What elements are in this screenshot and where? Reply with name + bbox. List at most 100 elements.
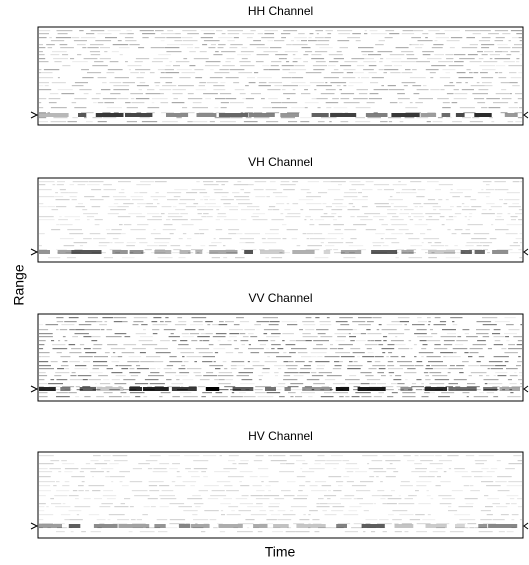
texture-streak xyxy=(130,98,135,100)
texture-streak xyxy=(202,340,210,342)
texture-streak xyxy=(517,98,522,100)
texture-band xyxy=(178,524,191,528)
texture-streak xyxy=(248,344,251,346)
texture-streak xyxy=(39,495,46,497)
texture-streak xyxy=(423,85,427,87)
texture-streak xyxy=(506,324,514,326)
texture-streak xyxy=(181,386,184,388)
texture-streak xyxy=(125,61,128,63)
texture-streak xyxy=(414,206,418,208)
texture-streak xyxy=(56,206,67,208)
texture-streak xyxy=(349,252,355,254)
texture-streak xyxy=(145,206,157,208)
texture-streak xyxy=(214,352,219,354)
texture-streak xyxy=(456,72,466,74)
texture-streak xyxy=(292,89,296,91)
texture-streak xyxy=(160,321,164,323)
texture-streak xyxy=(151,102,155,104)
texture-streak xyxy=(119,54,123,56)
texture-streak xyxy=(109,82,122,84)
texture-streak xyxy=(209,77,223,79)
texture-streak xyxy=(39,203,44,205)
texture-streak xyxy=(168,336,180,338)
texture-streak xyxy=(178,321,187,323)
texture-band xyxy=(361,524,385,528)
texture-streak xyxy=(500,514,509,516)
texture-streak xyxy=(166,365,174,367)
texture-streak xyxy=(417,40,433,42)
texture-streak xyxy=(284,209,291,211)
texture-streak xyxy=(448,468,452,470)
texture-streak xyxy=(208,245,217,247)
texture-streak xyxy=(467,219,470,221)
texture-streak xyxy=(270,460,287,462)
texture-streak xyxy=(250,514,267,516)
texture-streak xyxy=(266,112,280,114)
texture-streak xyxy=(125,102,131,104)
texture-streak xyxy=(261,372,270,374)
texture-streak xyxy=(54,495,68,497)
texture-streak xyxy=(357,192,362,194)
texture-streak xyxy=(391,233,403,235)
texture-streak xyxy=(449,531,464,533)
texture-streak xyxy=(292,44,308,46)
texture-streak xyxy=(268,249,283,251)
texture-streak xyxy=(220,107,227,109)
texture-streak xyxy=(427,112,436,114)
texture-streak xyxy=(411,386,424,388)
texture-streak xyxy=(370,340,374,342)
texture-streak xyxy=(427,199,436,201)
texture-streak xyxy=(417,189,426,191)
texture-streak xyxy=(287,213,301,215)
texture-streak xyxy=(119,471,130,473)
texture-streak xyxy=(386,58,402,60)
texture-streak xyxy=(137,203,146,205)
texture-streak xyxy=(306,233,314,235)
texture-streak xyxy=(463,206,470,208)
texture-streak xyxy=(195,375,202,377)
texture-streak xyxy=(501,386,509,388)
texture-streak xyxy=(382,455,396,457)
texture-streak xyxy=(446,93,454,95)
texture-streak xyxy=(374,203,389,205)
texture-streak xyxy=(216,181,229,183)
texture-streak xyxy=(245,85,249,87)
texture-streak xyxy=(343,257,356,259)
texture-streak xyxy=(308,37,312,39)
texture-streak xyxy=(271,107,288,109)
texture-streak xyxy=(39,216,54,218)
texture-streak xyxy=(309,485,318,487)
texture-streak xyxy=(349,181,361,183)
texture-streak xyxy=(151,321,158,323)
texture-streak xyxy=(185,245,192,247)
texture-streak xyxy=(270,321,280,323)
texture-streak xyxy=(272,192,283,194)
texture-streak xyxy=(200,30,215,32)
texture-band xyxy=(273,524,289,528)
texture-streak xyxy=(292,181,299,183)
texture-streak xyxy=(144,379,159,381)
texture-streak xyxy=(422,33,429,35)
texture-streak xyxy=(413,203,422,205)
texture-streak xyxy=(395,344,406,346)
texture-streak xyxy=(82,77,94,79)
texture-streak xyxy=(242,98,245,100)
texture-streak xyxy=(57,181,65,183)
range-marker-right xyxy=(523,111,529,119)
texture-streak xyxy=(515,93,522,95)
texture-streak xyxy=(505,233,518,235)
texture-streak xyxy=(272,531,283,533)
texture-streak xyxy=(445,72,450,74)
texture-streak xyxy=(377,523,392,525)
texture-streak xyxy=(495,481,507,483)
texture-streak xyxy=(427,324,431,326)
texture-streak xyxy=(366,348,372,350)
texture-streak xyxy=(203,196,210,198)
texture-streak xyxy=(511,503,517,505)
texture-streak xyxy=(398,181,401,183)
texture-streak xyxy=(253,460,263,462)
texture-streak xyxy=(427,476,435,478)
texture-streak xyxy=(397,361,412,363)
texture-streak xyxy=(317,455,325,457)
texture-streak xyxy=(508,65,522,67)
